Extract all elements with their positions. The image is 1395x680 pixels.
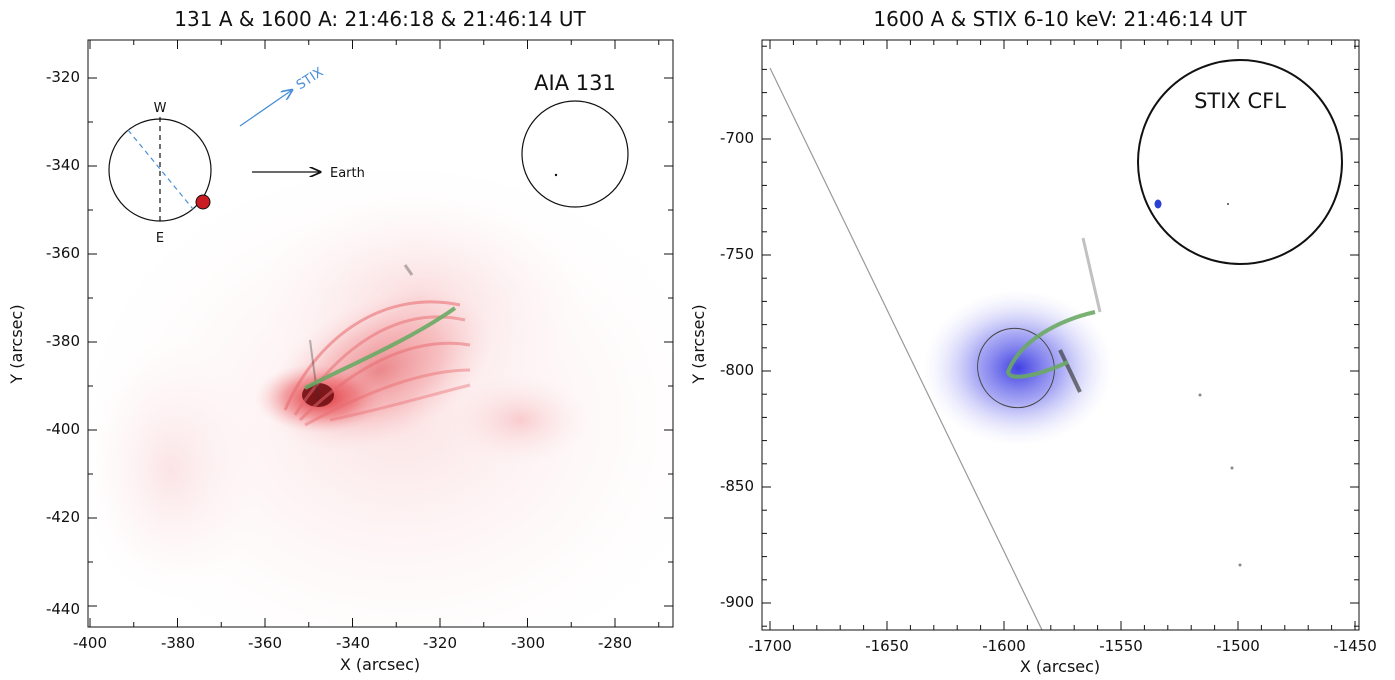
y-tick-label: -700 xyxy=(720,129,754,147)
stix-sun-line xyxy=(127,129,194,210)
cfl-source-spot xyxy=(1154,199,1162,209)
right-plot-frame xyxy=(761,39,1360,631)
x-tick-label: -340 xyxy=(336,634,370,652)
aia-131-label: AIA 131 xyxy=(534,71,616,95)
right-x-axis-label: X (arcsec) xyxy=(1020,657,1100,676)
west-label: W xyxy=(154,101,167,116)
flare-location-dot xyxy=(554,173,558,177)
x-tick-label: -1650 xyxy=(865,637,909,655)
left-plot-frame xyxy=(87,39,674,628)
aia-full-disk-circle xyxy=(521,100,629,208)
x-tick-label: -1700 xyxy=(748,637,792,655)
x-tick-label: -1450 xyxy=(1333,637,1377,655)
hxr-contour xyxy=(977,327,1055,409)
y-tick-label: -380 xyxy=(46,332,80,350)
x-tick-label: -1600 xyxy=(982,637,1026,655)
aia-131-full-disk-inset: AIA 131 xyxy=(521,71,629,208)
right-y-tick-labels: -700 -750 -800 -850 -900 xyxy=(720,129,754,611)
x-tick-label: -380 xyxy=(161,634,195,652)
x-tick-label: -360 xyxy=(248,634,282,652)
solar-orbiter-marker xyxy=(195,194,211,210)
stix-direction-arrow xyxy=(239,90,292,127)
left-axis-ticks xyxy=(88,40,673,627)
aia-131-emission-image xyxy=(88,40,673,627)
cfl-center-dot xyxy=(1227,203,1229,205)
right-x-tick-labels: -1700 -1650 -1600 -1550 -1500 -1450 xyxy=(748,637,1377,655)
stix-hxr-image xyxy=(762,40,1359,630)
stix-cfl-label: STIX CFL xyxy=(1194,89,1286,113)
x-tick-label: -300 xyxy=(511,634,545,652)
right-panel-title: 1600 A & STIX 6-10 keV: 21:46:14 UT xyxy=(873,7,1247,31)
right-y-axis-label: Y (arcsec) xyxy=(689,304,708,384)
x-tick-label: -1550 xyxy=(1099,637,1143,655)
left-x-axis-label: X (arcsec) xyxy=(340,655,420,674)
y-tick-label: -850 xyxy=(720,477,754,495)
y-tick-label: -750 xyxy=(720,245,754,263)
stix-cfl-inset: STIX CFL xyxy=(1137,59,1343,265)
x-tick-label: -1500 xyxy=(1216,637,1260,655)
loop-trace-left xyxy=(304,306,457,390)
left-panel-title: 131 A & 1600 A: 21:46:18 & 21:46:14 UT xyxy=(174,7,586,31)
y-tick-label: -340 xyxy=(46,156,80,174)
y-tick-label: -320 xyxy=(46,68,80,86)
y-tick-label: -360 xyxy=(46,244,80,262)
y-tick-label: -440 xyxy=(46,600,80,618)
x-tick-label: -320 xyxy=(423,634,457,652)
hxr-source-blob xyxy=(923,290,1113,446)
y-tick-label: -420 xyxy=(46,508,80,526)
right-panel: 1600 A & STIX 6-10 keV: 21:46:14 UT -170… xyxy=(689,7,1377,676)
stix-cfl-circle xyxy=(1137,59,1343,265)
left-panel: 131 A & 1600 A: 21:46:18 & 21:46:14 UT xyxy=(7,7,674,674)
x-tick-label: -400 xyxy=(73,634,107,652)
earth-label: Earth xyxy=(330,166,365,181)
y-tick-label: -800 xyxy=(720,361,754,379)
left-y-tick-labels: -320 -340 -360 -380 -400 -420 -440 xyxy=(46,68,80,618)
right-axis-ticks xyxy=(762,40,1359,630)
y-tick-label: -900 xyxy=(720,593,754,611)
solar-limb-line xyxy=(769,67,1043,630)
x-tick-label: -280 xyxy=(598,634,632,652)
left-x-tick-labels: -400 -380 -360 -340 -320 -300 -280 xyxy=(73,634,632,652)
y-tick-label: -400 xyxy=(46,420,80,438)
left-y-axis-label: Y (arcsec) xyxy=(7,304,26,384)
east-label: E xyxy=(156,231,164,246)
loop-trace-right xyxy=(1005,310,1096,379)
